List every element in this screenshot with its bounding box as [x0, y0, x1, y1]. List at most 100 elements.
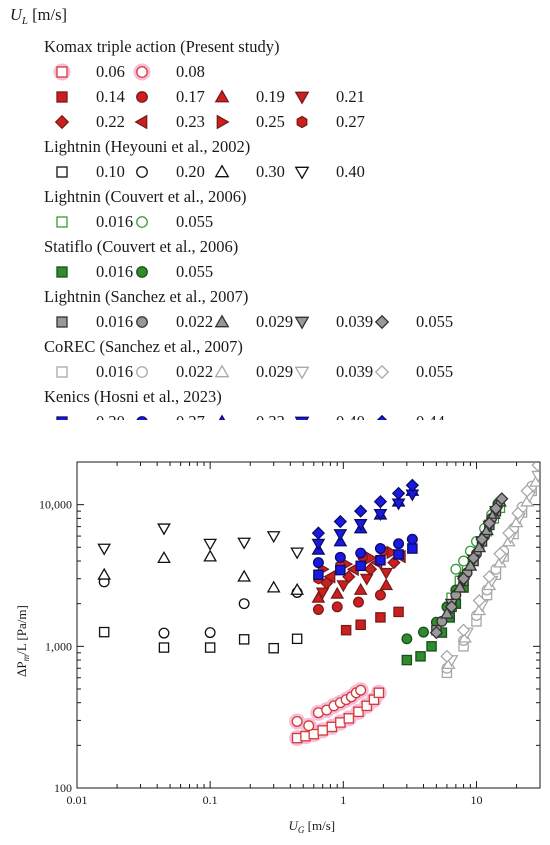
data-point	[266, 580, 281, 593]
legend-entry-label: 0.21	[336, 87, 365, 106]
legend-group-name: Lightnin (Heyouni et al., 2002)	[44, 137, 250, 156]
data-point	[317, 725, 328, 736]
data-point	[415, 651, 426, 662]
data-point	[353, 582, 368, 595]
data-point	[379, 578, 394, 591]
y-tick-label: 10,000	[39, 498, 72, 512]
legend-entry-label: 0.039	[336, 362, 373, 381]
data-point	[406, 533, 418, 545]
legend-marker	[214, 314, 230, 328]
data-point	[475, 532, 489, 546]
data-point	[157, 550, 171, 563]
data-point	[452, 580, 467, 593]
data-point	[315, 587, 330, 600]
legend-marker	[294, 366, 310, 380]
data-point	[375, 555, 386, 566]
legend-entry-label: 0.27	[336, 112, 365, 131]
legend-marker	[214, 364, 230, 378]
data-point	[440, 606, 454, 619]
legend-entry-label: 0.055	[416, 362, 453, 381]
data-point	[203, 549, 218, 562]
data-point	[204, 642, 216, 653]
data-point	[353, 519, 368, 532]
data-point	[334, 551, 346, 563]
data-point	[326, 721, 338, 733]
legend-marker	[216, 114, 230, 130]
legend-marker	[56, 66, 68, 78]
data-point	[333, 529, 348, 542]
legend-group-name: Komax triple action (Present study)	[44, 37, 280, 56]
legend-group-name: Statiflo (Couvert et al., 2006)	[44, 237, 238, 256]
legend-marker	[56, 416, 68, 420]
legend-group-name: Lightnin (Couvert et al., 2006)	[44, 187, 247, 206]
legend-entry-label: 0.055	[176, 212, 213, 231]
data-point	[440, 649, 454, 663]
legend-entry-label: 0.016	[96, 362, 133, 381]
legend-title: UL [m/s]	[10, 5, 67, 27]
data-point	[98, 626, 110, 638]
data-point	[373, 494, 388, 509]
legend-group-name: CoREC (Sanchez et al., 2007)	[44, 337, 243, 356]
data-point	[355, 684, 367, 696]
y-tick-label: 1,000	[45, 639, 72, 653]
data-point	[268, 642, 279, 654]
data-point	[238, 634, 250, 645]
legend-entry-label: 0.016	[96, 212, 133, 231]
legend-marker	[136, 91, 148, 103]
data-point	[353, 706, 364, 718]
legend-marker	[56, 91, 68, 103]
x-axis-label: UG [m/s]	[289, 818, 336, 835]
data-point	[355, 619, 366, 630]
data-point	[237, 537, 252, 550]
data-point	[291, 715, 303, 727]
data-point	[466, 551, 481, 565]
data-point	[237, 569, 252, 582]
x-tick-label: 0.01	[67, 793, 88, 807]
data-point	[266, 531, 281, 544]
data-point	[203, 538, 218, 551]
data-point	[407, 543, 418, 554]
plot-area	[97, 463, 539, 747]
legend-marker	[214, 164, 230, 178]
legend-entry-label: 0.08	[176, 62, 205, 81]
legend-marker	[218, 414, 226, 420]
data-point	[375, 612, 386, 623]
data-point	[330, 586, 345, 599]
data-point	[374, 543, 386, 555]
legend-marker	[296, 115, 308, 129]
data-point	[331, 601, 343, 613]
legend-marker	[56, 166, 68, 178]
legend-entry-label: 0.25	[256, 112, 285, 131]
data-point	[450, 563, 462, 575]
data-point	[290, 582, 305, 595]
legend-entry-label: 0.33	[256, 412, 285, 420]
legend-marker	[294, 316, 310, 330]
data-point	[313, 569, 324, 581]
data-point	[303, 720, 315, 732]
legend-entry-label: 0.27	[176, 412, 205, 420]
data-point	[401, 633, 413, 645]
legend-entry-label: 0.22	[96, 112, 125, 131]
data-point	[393, 538, 405, 550]
data-point	[359, 573, 374, 586]
data-point	[311, 526, 326, 540]
legend-entry-label: 0.40	[336, 412, 365, 420]
legend-entry-label: 0.20	[96, 412, 125, 420]
data-point	[531, 463, 539, 472]
legend-entry-label: 0.30	[256, 162, 285, 181]
data-point	[391, 486, 406, 501]
legend-marker	[214, 89, 230, 103]
data-point	[418, 626, 429, 638]
legend-marker	[136, 416, 148, 420]
legend-entry-label: 0.19	[256, 87, 285, 106]
data-point	[401, 654, 413, 666]
legend-entry-label: 0.17	[176, 87, 205, 106]
data-point	[482, 516, 497, 530]
data-point	[312, 557, 324, 569]
legend-entry-label: 0.14	[96, 87, 125, 106]
legend-group-name: Kenics (Hosni et al., 2023)	[44, 387, 222, 406]
legend-marker	[56, 266, 68, 278]
data-point	[472, 594, 486, 608]
data-point	[335, 717, 346, 728]
data-point	[456, 623, 471, 637]
